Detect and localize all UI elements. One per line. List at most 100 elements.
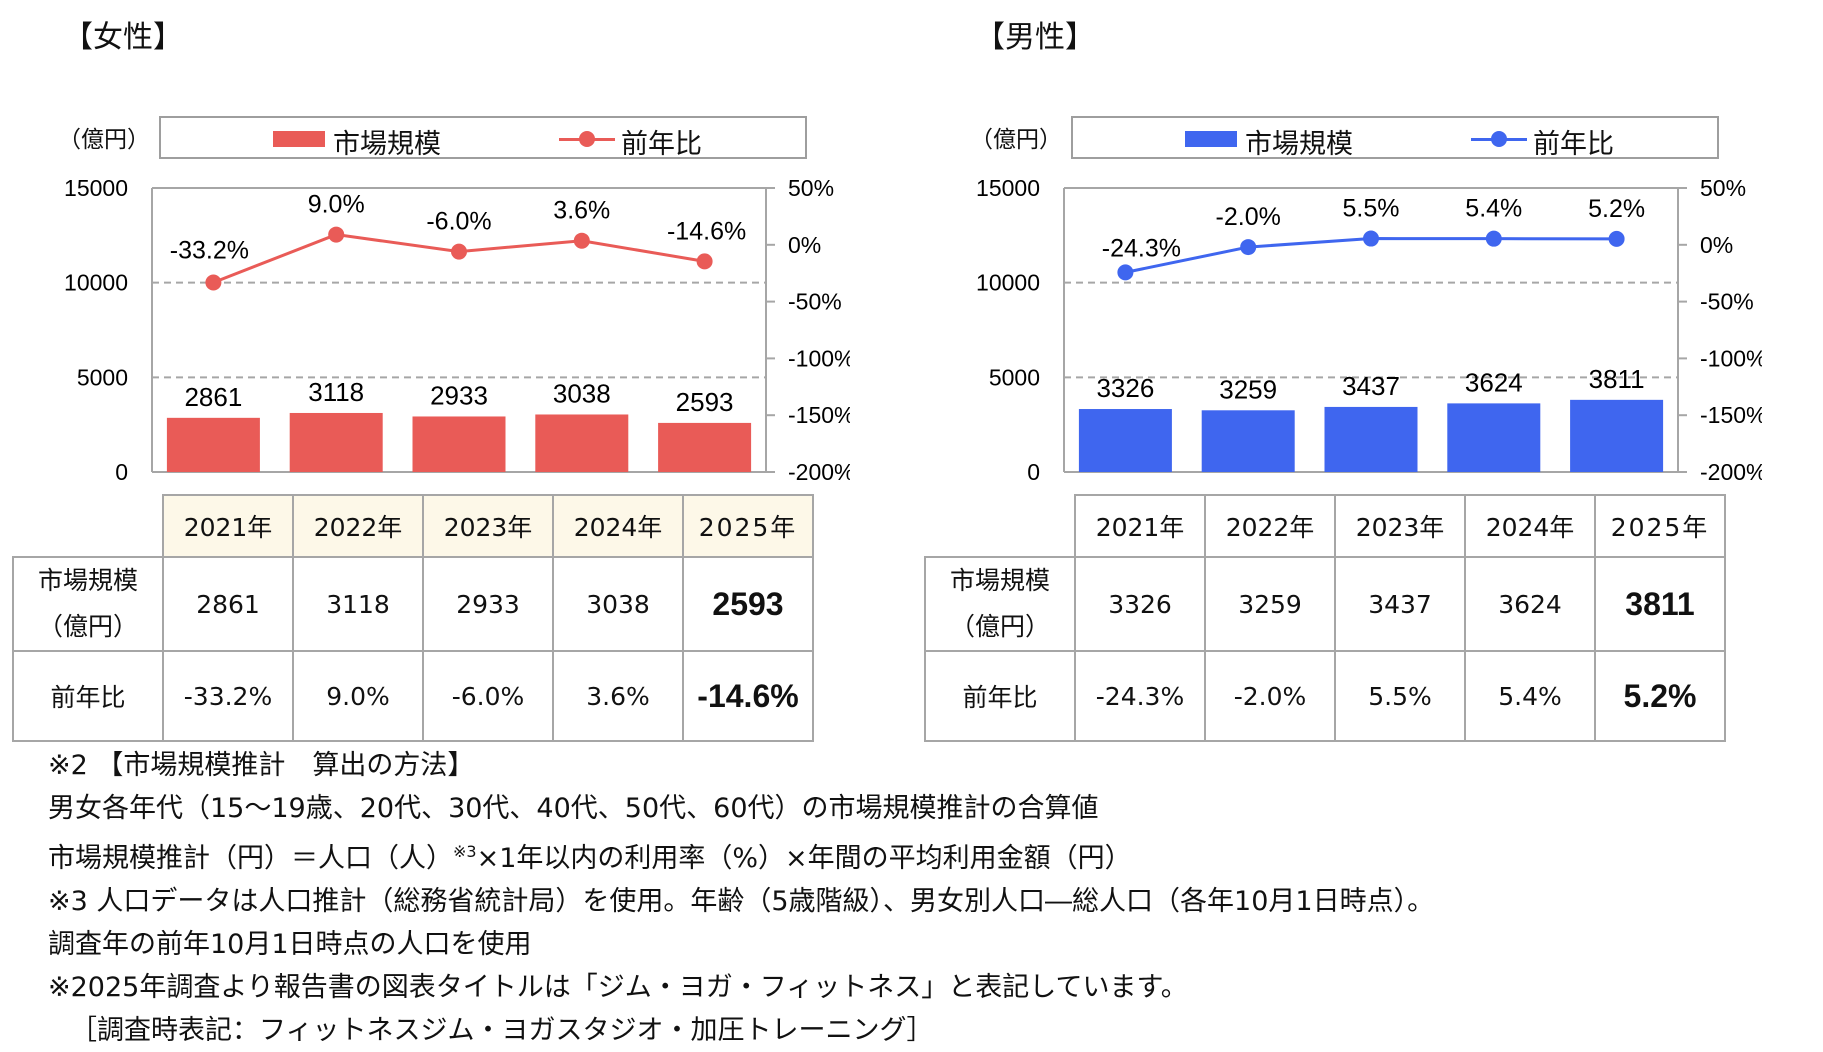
yoy-data-label: -14.6% bbox=[667, 217, 746, 245]
bar-data-label: 3259 bbox=[1219, 374, 1277, 404]
y2-tick-label: -200% bbox=[788, 459, 850, 485]
yoy-data-label: 5.4% bbox=[1465, 195, 1522, 223]
table-cell: -2.0% bbox=[1204, 650, 1336, 742]
table-year-row: 2021年 2022年 2023年 2024年 2025年 bbox=[13, 494, 814, 558]
yoy-data-label: 3.6% bbox=[553, 197, 610, 225]
bar bbox=[1447, 403, 1541, 472]
table-year-cell: 2022年 bbox=[1204, 494, 1336, 558]
yoy-point bbox=[1117, 264, 1134, 281]
legend-bar-label: 市場規模 bbox=[333, 129, 441, 160]
chart-legend: 市場規模 前年比 bbox=[1071, 116, 1719, 160]
legend-line-marker bbox=[579, 131, 595, 147]
table-year-cell: 2025年 bbox=[682, 494, 814, 558]
table-year-cell: 2023年 bbox=[422, 494, 554, 558]
legend-line-marker bbox=[1491, 131, 1507, 147]
y2-tick-label: -150% bbox=[788, 402, 850, 428]
table-market-row: 市場規模 （億円） 3326 3259 3437 3624 3811 bbox=[924, 556, 1726, 652]
panel-title: 【女性】 bbox=[63, 20, 183, 55]
y-tick-label: 15000 bbox=[976, 175, 1040, 201]
table-row-header: 前年比 bbox=[12, 650, 164, 742]
table-cell: 3118 bbox=[292, 556, 424, 652]
table-row-header: 市場規模 （億円） bbox=[924, 556, 1076, 652]
yoy-data-label: -6.0% bbox=[426, 208, 491, 236]
yoy-point bbox=[1485, 230, 1502, 247]
legend-bar-swatch bbox=[1185, 131, 1237, 147]
chart-legend: 市場規模 前年比 bbox=[159, 116, 807, 160]
table-year-cell: 2021年 bbox=[162, 494, 294, 558]
table-cell: -14.6% bbox=[682, 650, 814, 742]
y-tick-label: 15000 bbox=[64, 175, 128, 201]
table-cell: 3259 bbox=[1204, 556, 1336, 652]
table-cell: -6.0% bbox=[422, 650, 554, 742]
male-panel: 【男性】 （億円） 市場規模 前年比 0 5000 10000 15000 -200% -… bbox=[912, 0, 1762, 760]
bar-data-label: 2933 bbox=[430, 380, 488, 410]
y2-tick-label: 50% bbox=[1700, 175, 1746, 201]
bar-data-label: 3326 bbox=[1096, 373, 1154, 403]
yoy-data-label: -2.0% bbox=[1216, 203, 1281, 231]
table-row-header: 前年比 bbox=[924, 650, 1076, 742]
y-tick-label: 5000 bbox=[77, 364, 128, 390]
footnote-line: ※2025年調査より報告書の図表タイトルは「ジム・ヨガ・フィットネス」と表記して… bbox=[48, 972, 1188, 1003]
table-cell: 3038 bbox=[552, 556, 684, 652]
yoy-point bbox=[1608, 230, 1625, 247]
y2-tick-label: -50% bbox=[788, 289, 842, 315]
bar-data-label: 3118 bbox=[308, 377, 364, 407]
bar bbox=[1078, 409, 1172, 472]
table-cell: 3624 bbox=[1464, 556, 1596, 652]
y-axis-unit-label: （億円） bbox=[58, 127, 150, 153]
table-cell: 2861 bbox=[162, 556, 294, 652]
footnote-line: ［調査時表記：フィットネスジム・ヨガスタジオ・加圧トレーニング］ bbox=[70, 1015, 934, 1046]
yoy-point bbox=[696, 253, 713, 270]
footnote-line: ※2 【市場規模推計 算出の方法】 bbox=[48, 750, 475, 781]
bar-data-label: 3624 bbox=[1465, 367, 1523, 397]
y-axis-unit-label: （億円） bbox=[970, 127, 1062, 153]
table-year-cell: 2021年 bbox=[1074, 494, 1206, 558]
table-cell: 5.5% bbox=[1334, 650, 1466, 742]
table-cell: 3326 bbox=[1074, 556, 1206, 652]
bar bbox=[535, 414, 629, 472]
yoy-point bbox=[328, 226, 345, 243]
male-combo-chart: 0 5000 10000 15000 -200% -150% -100% -50% 0% 50% 3… bbox=[976, 175, 1762, 485]
table-cell: -33.2% bbox=[162, 650, 294, 742]
footnote-line: 調査年の前年10月1日時点の人口を使用 bbox=[48, 929, 532, 960]
table-cell: 3.6% bbox=[552, 650, 684, 742]
y2-tick-label: -100% bbox=[788, 345, 850, 371]
yoy-data-label: 5.5% bbox=[1343, 195, 1400, 223]
yoy-point bbox=[573, 232, 590, 249]
table-year-cell: 2023年 bbox=[1334, 494, 1466, 558]
yoy-data-label: -33.2% bbox=[170, 237, 249, 265]
table-year-row: 2021年 2022年 2023年 2024年 2025年 bbox=[925, 494, 1726, 558]
bar bbox=[1324, 406, 1418, 472]
footnote-line: 男女各年代（15～19歳、20代、30代、40代、50代、60代）の市場規模推計… bbox=[48, 793, 1099, 824]
y-tick-label: 0 bbox=[1027, 459, 1040, 485]
table-cell: 5.2% bbox=[1594, 650, 1726, 742]
yoy-data-label: -24.3% bbox=[1102, 234, 1181, 262]
footnote-line: 市場規模推計（円）＝人口（人）※3×1年以内の利用率（%）×年間の平均利用金額（… bbox=[48, 842, 1132, 874]
table-year-cell: 2024年 bbox=[1464, 494, 1596, 558]
yoy-point bbox=[1363, 230, 1379, 247]
yoy-point bbox=[1240, 239, 1257, 256]
table-cell: 2593 bbox=[682, 556, 814, 652]
table-cell: -24.3% bbox=[1074, 650, 1206, 742]
footnotes: ※2 【市場規模推計 算出の方法】 男女各年代（15～19歳、20代、30代、4… bbox=[48, 744, 1434, 1052]
table-year-cell: 2022年 bbox=[292, 494, 424, 558]
table-cell: 5.4% bbox=[1464, 650, 1596, 742]
table-cell: 9.0% bbox=[292, 650, 424, 742]
table-cell: 3811 bbox=[1594, 556, 1726, 652]
bar bbox=[1570, 399, 1664, 472]
yoy-data-label: 5.2% bbox=[1588, 195, 1645, 223]
bar-data-label: 3811 bbox=[1589, 364, 1645, 394]
y-tick-label: 5000 bbox=[989, 364, 1040, 390]
table-year-cell: 2025年 bbox=[1594, 494, 1726, 558]
y-tick-label: 0 bbox=[115, 459, 128, 485]
y2-tick-label: -200% bbox=[1700, 459, 1762, 485]
female-panel: 【女性】 （億円） 市場規模 前年比 0 5000 10000 15000 -200% -… bbox=[0, 0, 850, 760]
bar bbox=[412, 416, 506, 472]
panel-title: 【男性】 bbox=[975, 20, 1095, 55]
yoy-point bbox=[205, 274, 222, 291]
bar-data-label: 2593 bbox=[676, 387, 734, 417]
bar-data-label: 3038 bbox=[553, 378, 611, 408]
table-growth-row: 前年比 -33.2% 9.0% -6.0% 3.6% -14.6% bbox=[12, 650, 814, 742]
legend-bar-swatch bbox=[273, 131, 325, 147]
legend-bar-label: 市場規模 bbox=[1245, 129, 1353, 160]
